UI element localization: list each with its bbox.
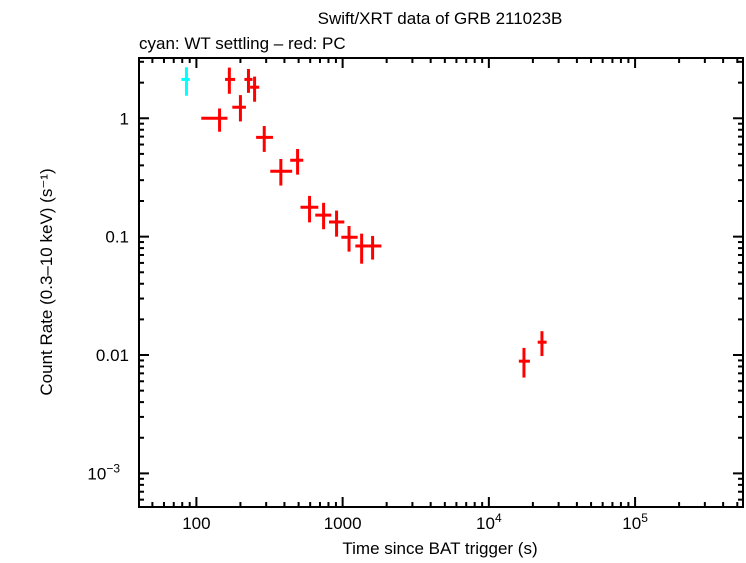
x-tick-label: 100 [182,514,210,533]
data-point [270,158,293,186]
series-pc [201,67,547,378]
data-point [256,126,273,152]
x-axis-label: Time since BAT trigger (s) [342,539,537,558]
series-wt-settling [181,67,190,96]
chart-subtitle: cyan: WT settling – red: PC [139,34,346,53]
plot-area [181,67,547,378]
plot-frame [138,57,744,508]
data-point [341,226,358,252]
axis-ticks: 100 1000 104 105 1 0.1 0.01 10−3 [87,58,743,533]
data-point [225,67,236,94]
data-point [290,149,304,175]
data-point [368,235,382,260]
data-point [537,331,547,357]
data-point [355,233,369,264]
x-tick-label: 105 [622,511,648,533]
data-point [201,108,228,132]
data-point [181,67,190,96]
chart-title: Swift/XRT data of GRB 211023B [318,9,563,28]
data-point [518,347,530,378]
y-tick-label: 0.01 [96,346,129,365]
x-tick-label: 104 [476,511,502,533]
data-point [300,195,319,223]
y-tick-label: 10−3 [87,461,120,483]
y-axis-label: Count Rate (0.3–10 keV) (s⁻¹) [37,168,56,395]
data-point [232,95,246,122]
data-point [244,68,253,93]
data-point [329,210,345,237]
y-tick-label: 0.1 [105,228,129,247]
data-point [315,202,332,230]
data-point [250,76,260,102]
y-tick-label: 1 [120,109,129,128]
x-tick-label: 1000 [324,514,362,533]
